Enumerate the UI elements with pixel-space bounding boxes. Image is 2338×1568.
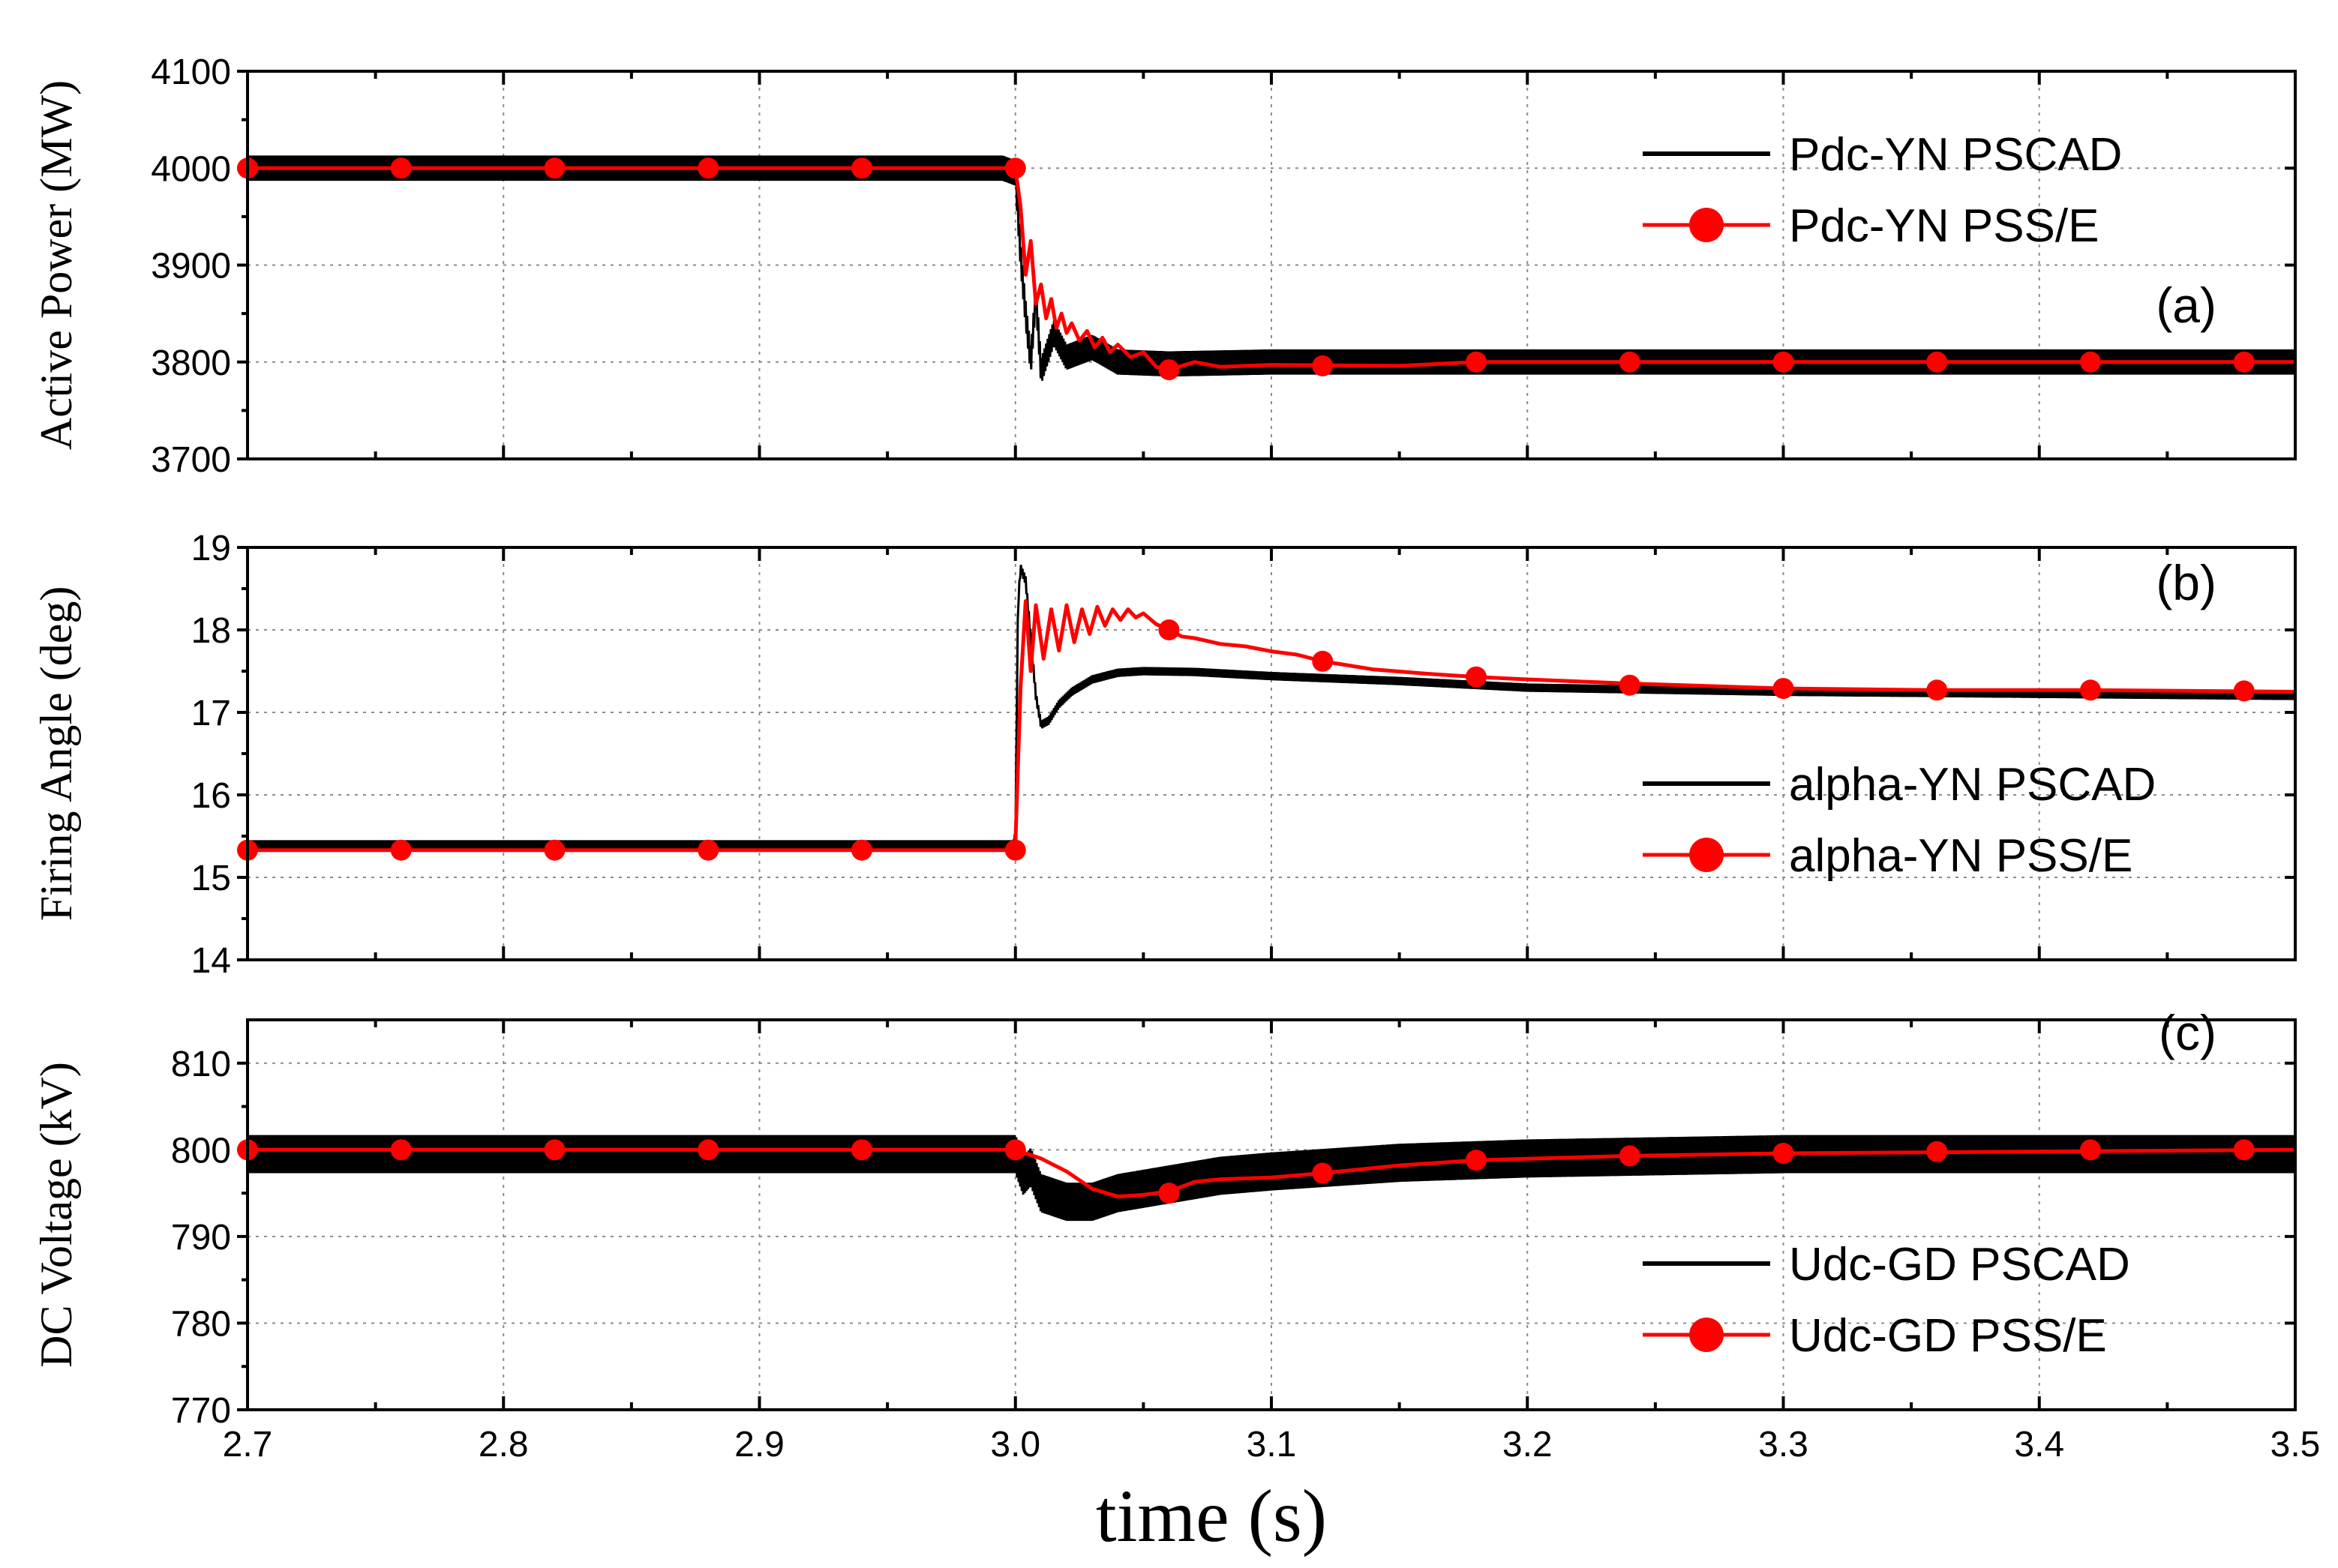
y-tick-label: 810	[171, 1045, 231, 1084]
y-tick-label: 770	[171, 1391, 231, 1431]
series-marker	[1926, 351, 1948, 373]
panel-label: (b)	[2156, 555, 2216, 610]
y-tick-label: 18	[191, 611, 231, 651]
series-line-alpha-yn-pss-e	[248, 599, 2295, 853]
legend: Udc-GD PSCAD Udc-GD PSS/E	[1643, 1239, 2130, 1362]
series-line-pdc-yn-pscad	[248, 155, 2295, 381]
series-marker	[1772, 1142, 1794, 1164]
series-marker	[2233, 1139, 2255, 1161]
y-tick-label: 780	[171, 1304, 231, 1344]
x-axis-title: time (s)	[1096, 1474, 1327, 1558]
y-tick-label: 4000	[151, 149, 231, 189]
legend-entry: Pdc-YN PSS/E	[1789, 200, 2099, 252]
plot-area	[248, 155, 2295, 381]
series-line-alpha-yn-pscad	[248, 565, 2295, 849]
panel-label: (c)	[2159, 1005, 2216, 1060]
x-tick-label: 3.3	[1758, 1425, 1808, 1465]
plot-area	[248, 1135, 2295, 1222]
series-marker	[698, 839, 719, 861]
series-line-udc-gd-pscad	[248, 1135, 2295, 1222]
series-marker	[390, 157, 412, 179]
y-axis-title: Active Power (MW)	[32, 80, 81, 450]
y-tick-label: 15	[191, 859, 231, 898]
series-marker	[1619, 674, 1640, 696]
panel-c: 770 780 790 800 810 DC Voltage (kV) (c) Udc-GD …	[32, 1005, 2297, 1431]
panel-label: (a)	[2156, 277, 2216, 333]
x-tick-label: 2.8	[479, 1425, 529, 1465]
series-marker	[1772, 351, 1794, 373]
series-marker	[1158, 1183, 1180, 1204]
series-marker	[1312, 355, 1334, 376]
series-marker	[1158, 619, 1180, 640]
legend-marker	[1689, 838, 1724, 872]
series-line-pdc-yn-pss-e	[248, 166, 2295, 372]
series-marker	[1158, 359, 1180, 381]
y-tick-label: 800	[171, 1131, 231, 1171]
y-tick-label: 14	[191, 941, 231, 981]
series-marker	[390, 839, 412, 861]
y-tick-label: 790	[171, 1218, 231, 1258]
y-axis-title: Firing Angle (deg)	[32, 586, 81, 922]
series-marker	[1619, 351, 1640, 373]
y-tick-label: 3900	[151, 247, 231, 286]
legend-entry: Udc-GD PSS/E	[1789, 1310, 2107, 1362]
y-tick-label: 3800	[151, 343, 231, 383]
x-tick-label: 2.9	[734, 1425, 785, 1465]
series-marker	[1312, 1162, 1334, 1184]
plot-frame	[246, 70, 2297, 460]
series-marker	[2233, 680, 2255, 702]
series-marker	[698, 157, 719, 179]
series-marker	[1619, 1145, 1640, 1167]
legend-entry: alpha-YN PSS/E	[1789, 830, 2132, 882]
x-tick-label: 3.5	[2270, 1425, 2321, 1465]
plot-frame	[246, 1018, 2297, 1411]
x-tick-label: 3.4	[2014, 1425, 2064, 1465]
y-tick-label: 19	[191, 529, 231, 568]
series-marker	[851, 839, 872, 861]
series-marker	[544, 1139, 566, 1161]
series-marker	[851, 157, 872, 179]
plot-area	[248, 565, 2295, 853]
plot-frame	[246, 546, 2297, 961]
series-marker	[544, 839, 566, 861]
series-marker	[544, 157, 566, 179]
panel-a: 3700 3800 3900 4000 4100 Active Power (MW) (a)…	[32, 52, 2297, 480]
y-tick-label: 4100	[151, 52, 231, 92]
legend-entry: Pdc-YN PSCAD	[1789, 129, 2122, 181]
x-tick-label: 3.0	[990, 1425, 1040, 1465]
series-marker	[1466, 1150, 1487, 1171]
legend-marker	[1689, 208, 1724, 242]
series-marker	[390, 1139, 412, 1161]
y-tick-label: 17	[191, 694, 231, 733]
series-marker	[851, 1139, 872, 1161]
series-marker	[698, 1139, 719, 1161]
legend: Pdc-YN PSCAD Pdc-YN PSS/E	[1643, 129, 2122, 252]
series-line-udc-gd-pss-e	[248, 1147, 2295, 1199]
legend: alpha-YN PSCAD alpha-YN PSS/E	[1643, 759, 2156, 882]
series-marker	[1004, 157, 1026, 179]
series-marker	[1004, 839, 1026, 861]
legend-marker	[1689, 1318, 1724, 1352]
series-marker	[2080, 679, 2101, 701]
y-axis-title: DC Voltage (kV)	[32, 1062, 81, 1368]
y-tick-label: 3700	[151, 440, 231, 480]
series-marker	[1466, 351, 1487, 373]
series-marker	[1926, 679, 1948, 701]
series-marker	[1466, 666, 1487, 688]
series-marker	[1926, 1141, 1948, 1162]
legend-entry: alpha-YN PSCAD	[1789, 759, 2156, 811]
series-marker	[1772, 678, 1794, 700]
series-marker	[2233, 351, 2255, 373]
series-marker	[1312, 650, 1334, 672]
panel-b: 14 15 16 17 18 19 Firing Angle (deg) (b) alpha-Y…	[32, 529, 2297, 981]
x-tick-label: 3.1	[1247, 1425, 1297, 1465]
x-tick-label: 3.2	[1502, 1425, 1553, 1465]
series-marker	[2080, 351, 2101, 373]
series-marker	[2080, 1139, 2101, 1161]
series-marker	[1004, 1139, 1026, 1161]
y-tick-label: 16	[191, 776, 231, 816]
legend-entry: Udc-GD PSCAD	[1789, 1239, 2130, 1291]
x-tick-label: 2.7	[223, 1425, 273, 1465]
